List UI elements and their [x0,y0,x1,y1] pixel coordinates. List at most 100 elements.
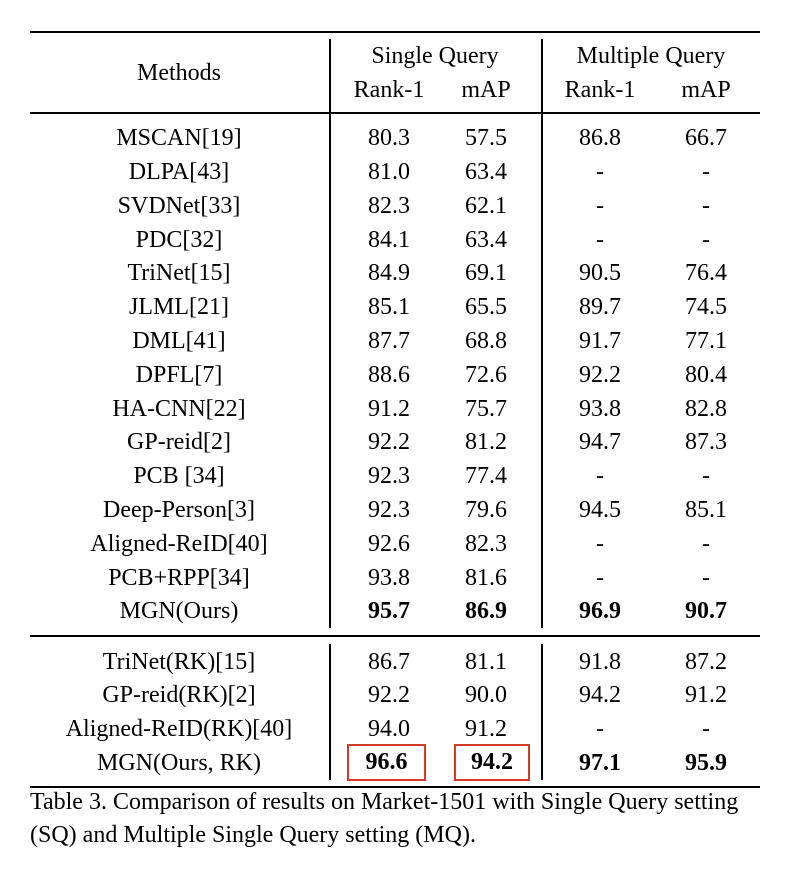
method-cell: TriNet[15] [127,260,231,286]
method-cell: MGN(Ours) [119,598,239,624]
header-multiple-query: Multiple Query [576,43,726,69]
method-cell: JLML[21] [129,294,229,320]
mq-rank1-cell: - [596,463,604,489]
sq-rank1-cell: 80.3 [368,125,410,151]
sq-map-cell: 90.0 [465,682,507,708]
header-mq-map: mAP [681,77,731,103]
sq-rank1-cell: 85.1 [368,294,410,320]
sq-map-cell: 57.5 [465,125,507,151]
sq-map-cell: 81.2 [465,429,507,455]
header-sq-rank1: Rank-1 [353,77,425,103]
method-cell: DLPA[43] [128,159,230,185]
sq-rank1-cell: 88.6 [368,362,410,388]
header-mq-rank1: Rank-1 [564,77,636,103]
mq-map-cell: 87.2 [685,649,727,675]
mq-rank1-cell: 96.9 [579,598,621,624]
sq-map-cell: 68.8 [465,328,507,354]
mq-rank1-cell: 91.8 [579,649,621,675]
mq-map-cell: - [702,159,710,185]
sq-map-cell: 77.4 [465,463,507,489]
methods-separator-bottom [329,644,331,780]
method-cell: PDC[32] [135,227,223,253]
mq-map-cell: 76.4 [685,260,727,286]
method-cell: Aligned-ReID(RK)[40] [65,716,293,742]
method-cell: HA-CNN[22] [112,396,246,422]
mq-map-cell: - [702,193,710,219]
sq-map-cell: 63.4 [465,159,507,185]
mq-map-cell: 80.4 [685,362,727,388]
mq-map-cell: 85.1 [685,497,727,523]
query-separator-bottom [541,644,543,780]
mq-map-cell: 66.7 [685,125,727,151]
sq-map-cell: 81.1 [465,649,507,675]
sq-map-cell: 81.6 [465,565,507,591]
table-bottom-rule [30,786,760,788]
sq-rank1-cell: 86.7 [368,649,410,675]
mq-rank1-cell: 91.7 [579,328,621,354]
mq-map-cell: - [702,227,710,253]
method-cell: SVDNet[33] [117,193,241,219]
mq-rank1-cell: - [596,227,604,253]
method-cell: GP-reid[2] [127,429,231,455]
mq-rank1-cell: 93.8 [579,396,621,422]
mq-map-cell: - [702,531,710,557]
sq-map-cell: 91.2 [465,716,507,742]
method-cell: DML[41] [132,328,226,354]
sq-rank1-cell: 92.2 [368,682,410,708]
mq-map-cell: 90.7 [685,598,727,624]
method-cell: TriNet(RK)[15] [102,649,256,675]
sq-rank1-cell: 82.3 [368,193,410,219]
mq-map-cell: - [702,716,710,742]
method-cell: DPFL[7] [135,362,223,388]
mq-rank1-cell: 94.2 [579,682,621,708]
sq-rank1-cell: 92.3 [368,463,410,489]
sq-map-cell: 72.6 [465,362,507,388]
header-methods: Methods [137,60,221,86]
mq-rank1-cell: 92.2 [579,362,621,388]
mq-map-cell: 95.9 [685,750,727,776]
method-cell: GP-reid(RK)[2] [102,682,256,708]
sq-map-cell: 62.1 [465,193,507,219]
sq-map-cell: 82.3 [465,531,507,557]
mq-map-cell: 74.5 [685,294,727,320]
sq-map-cell: 86.9 [465,598,507,624]
header-single-query: Single Query [371,43,499,69]
sq-rank1-cell: 92.3 [368,497,410,523]
mq-map-cell: - [702,463,710,489]
sq-map-cell: 79.6 [465,497,507,523]
mq-rank1-cell: - [596,159,604,185]
mq-rank1-cell: 89.7 [579,294,621,320]
method-cell: MSCAN[19] [116,125,242,151]
method-cell: PCB [34] [133,463,225,489]
sq-rank1-cell-highlighted: 96.6 [347,744,426,781]
sq-rank1-cell: 91.2 [368,396,410,422]
method-cell: Aligned-ReID[40] [90,531,268,557]
sq-map-cell: 63.4 [465,227,507,253]
header-rule [30,112,760,114]
sq-rank1-cell: 84.9 [368,260,410,286]
sq-rank1-cell: 87.7 [368,328,410,354]
mq-map-cell: 91.2 [685,682,727,708]
mq-rank1-cell: 94.7 [579,429,621,455]
method-cell: MGN(Ours, RK) [97,750,261,776]
mq-rank1-cell: - [596,193,604,219]
mq-map-cell: 77.1 [685,328,727,354]
mq-rank1-cell: 90.5 [579,260,621,286]
sq-rank1-cell: 92.2 [368,429,410,455]
mq-map-cell: - [702,565,710,591]
sq-map-cell: 75.7 [465,396,507,422]
mq-rank1-cell: - [596,565,604,591]
mq-rank1-cell: 97.1 [579,750,621,776]
mq-rank1-cell: 94.5 [579,497,621,523]
sq-rank1-cell: 81.0 [368,159,410,185]
sq-map-cell-highlighted: 94.2 [454,744,530,781]
method-cell: PCB+RPP[34] [108,565,250,591]
table-top-rule [30,31,760,33]
sq-rank1-cell: 93.8 [368,565,410,591]
methods-separator-top [329,39,331,628]
sq-rank1-cell: 95.7 [368,598,410,624]
mq-rank1-cell: - [596,716,604,742]
sq-rank1-cell: 94.0 [368,716,410,742]
mq-rank1-cell: 86.8 [579,125,621,151]
